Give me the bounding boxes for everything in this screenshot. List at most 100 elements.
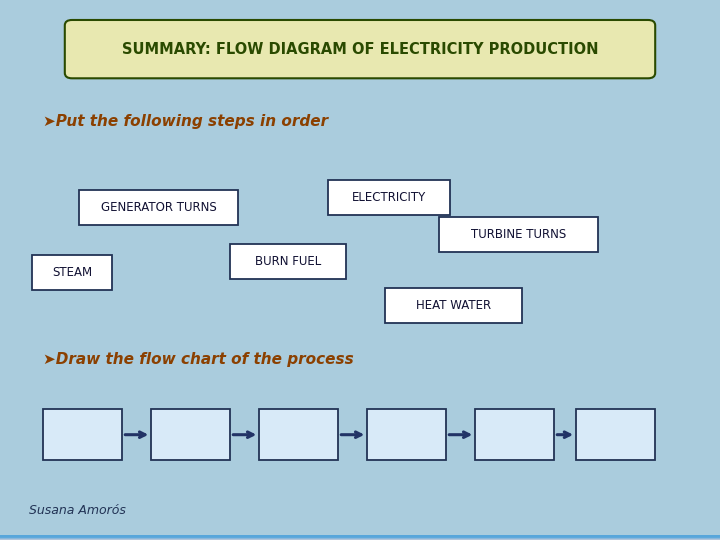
Bar: [0, 536, 720, 539]
Text: GENERATOR TURNS: GENERATOR TURNS: [101, 201, 216, 214]
Bar: [0, 535, 720, 538]
Bar: [0, 536, 720, 539]
Bar: [0, 537, 720, 539]
Bar: [0, 535, 720, 537]
Bar: [0, 536, 720, 539]
Bar: [0, 535, 720, 538]
Bar: [0, 536, 720, 539]
Bar: [0, 536, 720, 538]
Bar: [0, 536, 720, 539]
Bar: [0, 535, 720, 538]
Bar: [0, 535, 720, 538]
Bar: [0, 537, 720, 539]
Bar: [0, 536, 720, 538]
Text: SUMMARY: FLOW DIAGRAM OF ELECTRICITY PRODUCTION: SUMMARY: FLOW DIAGRAM OF ELECTRICITY PRO…: [122, 42, 598, 57]
FancyBboxPatch shape: [385, 287, 522, 322]
Bar: [0, 537, 720, 540]
Bar: [0, 536, 720, 539]
Bar: [0, 535, 720, 538]
FancyBboxPatch shape: [65, 20, 655, 78]
Bar: [0, 537, 720, 539]
Bar: [0, 537, 720, 539]
Bar: [0, 537, 720, 540]
Bar: [0, 536, 720, 539]
Bar: [0, 535, 720, 537]
Bar: [0, 536, 720, 539]
Bar: [0, 535, 720, 537]
Bar: [0, 536, 720, 538]
FancyBboxPatch shape: [259, 409, 338, 460]
Bar: [0, 536, 720, 538]
Bar: [0, 535, 720, 538]
Bar: [0, 535, 720, 538]
Bar: [0, 537, 720, 539]
Bar: [0, 537, 720, 539]
Bar: [0, 535, 720, 538]
Bar: [0, 535, 720, 537]
Bar: [0, 537, 720, 539]
Text: ELECTRICITY: ELECTRICITY: [351, 191, 426, 204]
Bar: [0, 537, 720, 539]
Text: STEAM: STEAM: [52, 266, 92, 279]
Bar: [0, 535, 720, 538]
Bar: [0, 537, 720, 539]
Bar: [0, 537, 720, 539]
Bar: [0, 536, 720, 538]
Bar: [0, 535, 720, 538]
Bar: [0, 536, 720, 539]
Bar: [0, 537, 720, 540]
Bar: [0, 537, 720, 539]
Bar: [0, 537, 720, 539]
Bar: [0, 537, 720, 539]
Bar: [0, 537, 720, 540]
Bar: [0, 536, 720, 538]
Bar: [0, 537, 720, 539]
Bar: [0, 535, 720, 538]
Bar: [0, 535, 720, 538]
Bar: [0, 537, 720, 539]
Bar: [0, 536, 720, 538]
FancyBboxPatch shape: [328, 179, 450, 214]
Bar: [0, 536, 720, 538]
Bar: [0, 537, 720, 539]
Bar: [0, 536, 720, 539]
Bar: [0, 536, 720, 538]
Bar: [0, 536, 720, 538]
Bar: [0, 536, 720, 539]
Bar: [0, 536, 720, 539]
Bar: [0, 537, 720, 540]
Bar: [0, 536, 720, 539]
Bar: [0, 536, 720, 538]
Bar: [0, 537, 720, 540]
Bar: [0, 535, 720, 537]
Bar: [0, 536, 720, 538]
Bar: [0, 535, 720, 538]
Bar: [0, 537, 720, 540]
Bar: [0, 537, 720, 539]
Bar: [0, 537, 720, 539]
Bar: [0, 535, 720, 538]
Bar: [0, 537, 720, 539]
Bar: [0, 535, 720, 537]
Bar: [0, 536, 720, 539]
Bar: [0, 536, 720, 539]
Bar: [0, 535, 720, 538]
Bar: [0, 536, 720, 538]
Bar: [0, 537, 720, 540]
Bar: [0, 535, 720, 538]
Bar: [0, 535, 720, 537]
Bar: [0, 535, 720, 538]
Bar: [0, 535, 720, 538]
Bar: [0, 535, 720, 538]
Bar: [0, 535, 720, 538]
Text: ➤Put the following steps in order: ➤Put the following steps in order: [43, 114, 328, 129]
Bar: [0, 535, 720, 538]
Bar: [0, 535, 720, 537]
Bar: [0, 536, 720, 539]
Bar: [0, 537, 720, 540]
Bar: [0, 535, 720, 538]
Bar: [0, 536, 720, 539]
FancyBboxPatch shape: [367, 409, 446, 460]
FancyBboxPatch shape: [151, 409, 230, 460]
Bar: [0, 536, 720, 538]
